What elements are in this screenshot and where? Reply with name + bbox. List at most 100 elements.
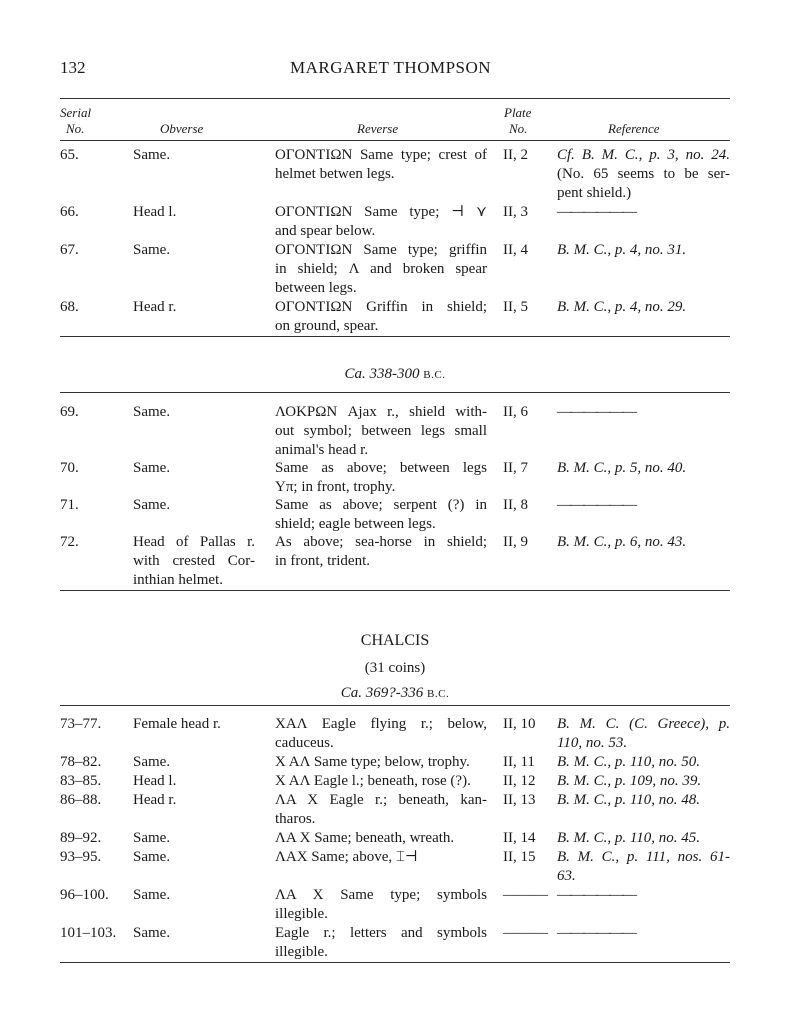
serial-number: 68. — [60, 299, 79, 315]
serial-number: 71. — [60, 497, 79, 513]
period-era: B.C. — [423, 369, 446, 381]
obverse-line: Head r. — [133, 792, 177, 808]
reference-line: —————— — [557, 497, 637, 513]
plate-number: II, 11 — [503, 754, 535, 770]
obverse-line: Head of Pallas r. — [133, 534, 255, 550]
section-title: CHALCIS — [360, 632, 430, 649]
reverse-line: caduceus. — [275, 735, 334, 751]
period-text: Ca. 338-300 — [344, 366, 420, 382]
obverse-cell: Head l. — [133, 772, 255, 791]
reference-line: B. M. C., p. 5, no. 40. — [557, 460, 687, 476]
reverse-cell: ΛΑ Χ Same type; symbols illegible. — [275, 886, 487, 924]
plate-number: II, 6 — [503, 404, 528, 420]
reverse-cell: Χ ΑΛ Same type; below, trophy. — [275, 753, 487, 772]
plate-number: ——— — [503, 925, 548, 941]
section-rule — [60, 392, 730, 393]
coin-count: (31 coins) — [364, 660, 426, 676]
section-rule — [60, 590, 730, 591]
plate-number: ——— — [503, 887, 548, 903]
obverse-cell: Same. — [133, 403, 255, 422]
obverse-line: Same. — [133, 404, 171, 420]
reference-cell: —————— — [557, 203, 730, 222]
reference-line: 110, no. 53. — [557, 735, 628, 751]
running-title: MARGARET THOMPSON — [290, 58, 492, 77]
obverse-line: Same. — [133, 497, 171, 513]
plate-number: II, 8 — [503, 497, 528, 513]
reverse-line: ΟΓΟΝΤΙΩΝ Same type; griffin — [275, 242, 487, 258]
serial-number: 89–92. — [60, 830, 102, 846]
obverse-cell: Same. — [133, 829, 255, 848]
serial-number: 93–95. — [60, 849, 102, 865]
obverse-cell: Same. — [133, 496, 255, 515]
reverse-cell: ΟΓΟΝΤΙΩΝ Griffin in shield; on ground, sp… — [275, 298, 487, 336]
serial-number: 65. — [60, 147, 79, 163]
reverse-line: Χ ΑΛ Same type; below, trophy. — [275, 754, 470, 770]
serial-number: 72. — [60, 534, 79, 550]
reference-line: —————— — [557, 404, 637, 420]
plate-number: II, 4 — [503, 242, 528, 258]
section-rule — [60, 336, 730, 337]
obverse-cell: Head l. — [133, 203, 255, 222]
col-obverse: Obverse — [160, 121, 204, 136]
top-rule — [60, 98, 730, 99]
reverse-line: in front, trident. — [275, 553, 370, 569]
reference-line: B. M. C., p. 4, no. 29. — [557, 299, 687, 315]
reverse-line: ΟΓΟΝΤΙΩΝ Same type; ⊣ ⋎ — [275, 204, 487, 220]
reverse-line: ΛΑ Χ Same; beneath, wreath. — [275, 830, 455, 846]
reverse-line: ΟΓΟΝΤΙΩΝ Griffin in shield; — [275, 299, 487, 315]
obverse-line: Same. — [133, 849, 171, 865]
obverse-cell: Same. — [133, 924, 255, 943]
reverse-line: Same as above; serpent (?) in — [275, 497, 487, 513]
period-heading-2: Ca. 369?-336 B.C. — [60, 685, 730, 702]
reverse-line: shield; eagle between legs. — [275, 516, 436, 532]
obverse-line: Female head r. — [133, 716, 221, 732]
serial-number: 66. — [60, 204, 79, 220]
obverse-line: Same. — [133, 830, 171, 846]
reference-cell: B. M. C. (C. Greece), p. 110, no. 53. — [557, 715, 730, 753]
reverse-line: ΛΑΧ Same; above, ⌶⊣ — [275, 849, 418, 865]
reference-line: B. M. C., p. 109, no. 39. — [557, 773, 702, 789]
reference-line: B. M. C. (C. Greece), p. — [557, 716, 730, 732]
plate-number: II, 12 — [503, 773, 536, 789]
obverse-cell: Head of Pallas r. with crested Cor-inthia… — [133, 533, 255, 590]
period-text: Ca. 369?-336 — [340, 685, 424, 701]
reverse-line: Eagle r.; letters and symbols — [275, 925, 487, 941]
reverse-line: Same as above; between legs — [275, 460, 487, 476]
reference-cell: B. M. C., p. 109, no. 39. — [557, 772, 730, 791]
col-serial-2: No. — [66, 121, 85, 136]
reverse-line: in shield; Λ and broken spear — [275, 261, 487, 277]
serial-number: 67. — [60, 242, 79, 258]
reference-cell: B. M. C., p. 110, no. 45. — [557, 829, 730, 848]
reverse-line: between legs. — [275, 280, 357, 296]
reverse-cell: ΛΑ Χ Same; beneath, wreath. — [275, 829, 487, 848]
reference-cell: —————— — [557, 924, 730, 943]
reverse-cell: Χ ΑΛ Eagle l.; beneath, rose (?). — [275, 772, 487, 791]
reference-line: —————— — [557, 887, 637, 903]
obverse-cell: Same. — [133, 459, 255, 478]
obverse-line: Same. — [133, 147, 171, 163]
reference-line: B. M. C., p. 110, no. 45. — [557, 830, 701, 846]
reverse-cell: ΛΑΧ Same; above, ⌶⊣ — [275, 848, 487, 867]
reference-cell: B. M. C., p. 110, no. 50. — [557, 753, 730, 772]
reverse-cell: ΛΑ Χ Eagle r.; beneath, kan-tharos. — [275, 791, 487, 829]
serial-number: 78–82. — [60, 754, 102, 770]
plate-number: II, 3 — [503, 204, 528, 220]
reverse-line: ΛΑ Χ Eagle r.; beneath, kan- — [275, 792, 487, 808]
reverse-cell: Same as above; serpent (?) in shield; eag… — [275, 496, 487, 534]
reverse-line: Υπ; in front, trophy. — [275, 479, 396, 495]
reverse-line: illegible. — [275, 906, 328, 922]
reference-cell: B. M. C., p. 110, no. 48. — [557, 791, 730, 810]
reverse-line: helmet betwen legs. — [275, 166, 395, 182]
reverse-line: ΛΑ Χ Same type; symbols — [275, 887, 487, 903]
serial-number: 73–77. — [60, 716, 102, 732]
reverse-cell: Eagle r.; letters and symbols illegible. — [275, 924, 487, 962]
col-plate-1: Plate — [504, 105, 532, 120]
reference-line: 63. — [557, 868, 576, 884]
plate-number: II, 14 — [503, 830, 536, 846]
reference-line: pent shield.) — [557, 185, 632, 201]
reverse-line: ΟΓΟΝΤΙΩΝ Same type; crest of — [275, 147, 487, 163]
obverse-cell: Same. — [133, 241, 255, 260]
reference-cell: B. M. C., p. 4, no. 31. — [557, 241, 730, 260]
reverse-cell: ΟΓΟΝΤΙΩΝ Same type; griffin in shield; Λ … — [275, 241, 487, 298]
